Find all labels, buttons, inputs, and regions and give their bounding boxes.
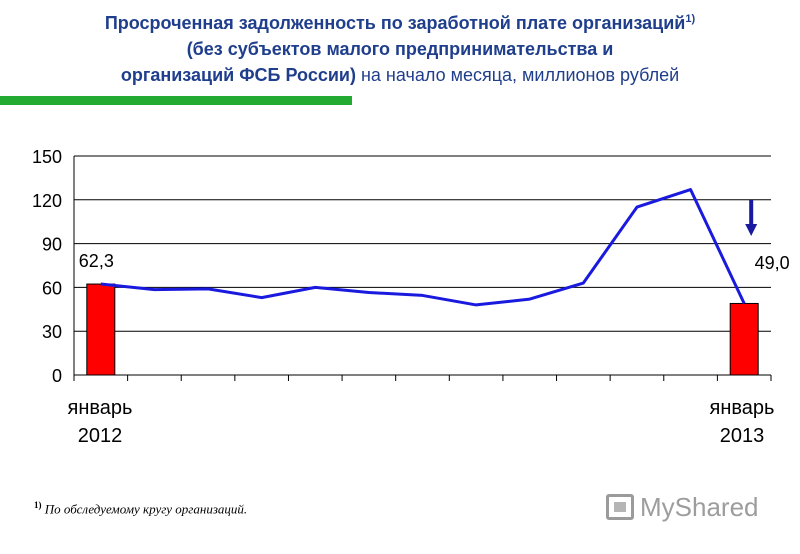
title-line-2: (без субъектов малого предпринимательств… [186, 39, 614, 59]
series-line [100, 188, 746, 307]
y-tick-label: 0 [52, 366, 62, 386]
y-tick-label: 30 [42, 322, 62, 342]
data-label: 49,0 [755, 253, 790, 273]
down-arrow-icon [745, 224, 758, 236]
bar [729, 302, 759, 376]
x-label-year: 2012 [78, 425, 123, 447]
presentation-icon [606, 494, 634, 520]
data-label: 62,3 [79, 251, 114, 271]
title-line-3-bold: организаций ФСБ России) [120, 65, 356, 85]
y-tick-label: 150 [32, 147, 62, 167]
chart-area: 0 30 60 90 120 150 62,3 49,0 январь 2012 январь 201… [32, 147, 790, 447]
y-tick-label: 120 [32, 191, 62, 211]
myshared-logo: MyShared [606, 492, 759, 522]
y-tick-label: 60 [42, 278, 62, 298]
footnote: 1) По обследуемому кругу организаций. [34, 500, 247, 517]
title-line-3-rest: на начало месяца, миллионов рублей [355, 65, 680, 85]
title-footnote-mark: 1) [685, 13, 696, 25]
y-tick-label: 90 [42, 235, 62, 255]
bar [86, 283, 116, 376]
title-line-1: Просроченная задолженность по заработной… [104, 13, 686, 33]
logo-text: MyShared [640, 491, 759, 522]
x-label-month: январь [68, 397, 133, 419]
x-label-month: январь [710, 397, 775, 419]
x-label-year: 2013 [720, 425, 765, 447]
title-underline-bar [0, 96, 352, 105]
footnote-mark: 1) [34, 500, 42, 510]
chart-title: Просроченная задолженность по заработной… [0, 6, 800, 88]
footnote-text: По обследуемому кругу организаций. [41, 501, 248, 517]
